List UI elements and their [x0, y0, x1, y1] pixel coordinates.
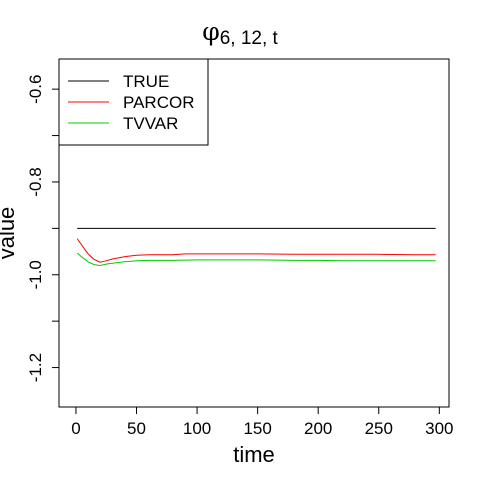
- legend: TRUE PARCOR TVVAR: [58, 58, 209, 146]
- y-tick-label: -1.2: [26, 353, 45, 382]
- legend-label-parcor: PARCOR: [123, 93, 194, 112]
- series-line-parcor: [76, 238, 436, 263]
- y-tick-label: -0.6: [26, 75, 45, 104]
- legend-label-tvvar: TVVAR: [123, 114, 178, 133]
- x-axis: 0 50 100 150 200 250 300: [71, 406, 453, 438]
- series-line-tvvar: [76, 252, 436, 267]
- x-tick-label: 200: [304, 419, 332, 438]
- y-tick-label: -1.0: [26, 260, 45, 289]
- chart-title-subscript: 6, 12, t: [220, 28, 279, 49]
- y-tick-label: -0.8: [26, 167, 45, 196]
- y-axis: -1.2 -1.0 -0.8 -0.6: [26, 75, 60, 382]
- legend-label-true: TRUE: [123, 72, 169, 91]
- series-layer: [76, 227, 436, 267]
- x-tick-label: 50: [127, 419, 146, 438]
- chart-title: φ6, 12, t: [202, 17, 278, 49]
- chart-title-symbol: φ: [202, 17, 220, 46]
- x-tick-label: 250: [365, 419, 393, 438]
- x-tick-label: 150: [243, 419, 271, 438]
- x-tick-label: 0: [71, 419, 80, 438]
- x-tick-label: 100: [183, 419, 211, 438]
- y-axis-title: value: [0, 207, 19, 260]
- x-axis-title: time: [233, 442, 275, 467]
- x-tick-label: 300: [425, 419, 453, 438]
